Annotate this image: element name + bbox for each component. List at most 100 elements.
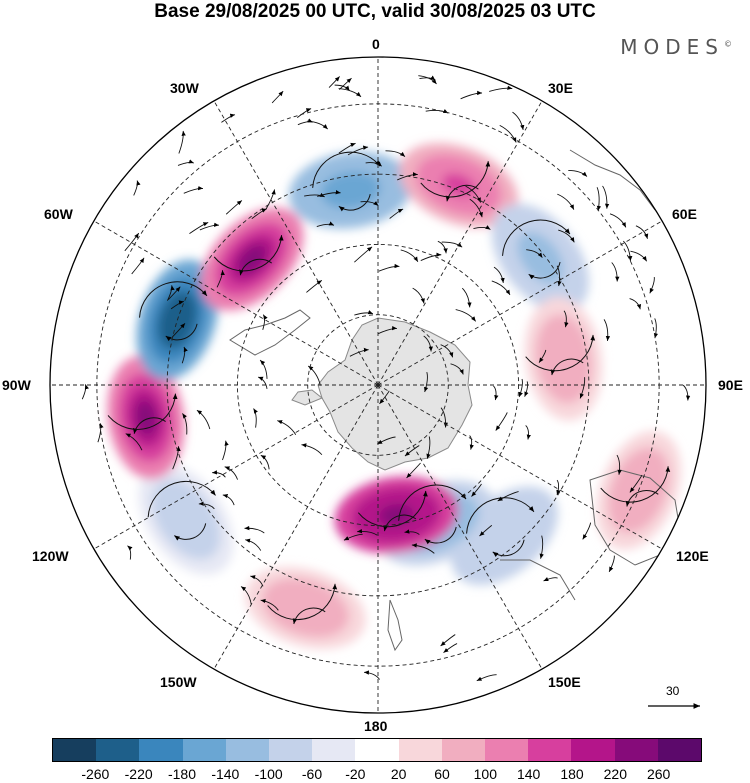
wind-streamline <box>338 193 371 212</box>
colorbar-tick-label: -60 <box>301 766 323 782</box>
wind-arrow <box>518 378 523 398</box>
map-boundary <box>49 56 707 714</box>
colorbar-swatch <box>657 739 702 761</box>
wind-arrow <box>440 407 448 428</box>
wind-arrow <box>377 436 396 445</box>
wind-streamline <box>213 235 284 272</box>
colorbar-swatch <box>528 739 572 761</box>
colorbar-tick-label: -260 <box>81 766 110 782</box>
lon-label-120w: 120W <box>32 548 69 564</box>
reference-vector-label: 30 <box>666 684 680 698</box>
anomaly-contour <box>333 179 368 201</box>
wind-arrow <box>556 479 561 496</box>
lon-label-90e: 90E <box>718 377 743 393</box>
wind-arrow <box>441 241 463 248</box>
colorbar <box>52 738 702 762</box>
anomaly-contour <box>552 341 575 377</box>
wind-streamline <box>525 334 596 372</box>
wind-arrow <box>682 384 691 401</box>
wind-arrow <box>365 161 382 167</box>
colorbar-swatch <box>182 739 226 761</box>
wind-arrow <box>424 371 429 393</box>
lon-label-30w: 30W <box>170 80 199 96</box>
wind-arrow <box>182 413 188 435</box>
wind-arrow <box>198 501 215 510</box>
wind-arrow <box>479 525 493 537</box>
meridian-line <box>93 220 379 386</box>
wind-arrow <box>297 118 313 126</box>
wind-arrow <box>181 346 188 364</box>
meridian-line <box>377 384 543 670</box>
wind-arrow <box>649 277 655 294</box>
map-title: Base 29/08/2025 00 UTC, valid 30/08/2025… <box>154 1 596 22</box>
wind-arrow <box>471 483 482 497</box>
wind-arrow <box>558 229 575 243</box>
wind-streamline <box>528 261 561 280</box>
wind-arrow <box>437 240 448 254</box>
colorbar-tick-label: 60 <box>434 766 450 782</box>
wind-arrow <box>189 222 209 235</box>
wind-arrow <box>296 108 312 118</box>
wind-arrow <box>221 113 236 123</box>
wind-arrow <box>579 377 586 399</box>
wind-arrow <box>378 325 397 335</box>
wind-arrow <box>426 436 431 459</box>
meridian-line <box>93 384 379 550</box>
wind-arrow <box>199 222 220 231</box>
wind-arrow <box>338 77 352 90</box>
wind-arrow <box>420 252 442 261</box>
wind-arrow <box>499 124 517 143</box>
wind-arrow <box>450 363 464 375</box>
new-zealand <box>387 599 403 652</box>
meridian-line <box>377 100 543 386</box>
wind-arrow <box>168 286 181 300</box>
colorbar-tick-label: 180 <box>560 766 584 782</box>
south-america <box>229 309 311 356</box>
wind-arrow <box>338 142 356 154</box>
lon-label-150w: 150W <box>160 674 197 690</box>
wind-arrow <box>630 250 648 262</box>
wind-streamline <box>420 161 491 198</box>
wind-streamline <box>139 281 208 318</box>
meridian-line <box>377 384 663 550</box>
wind-arrow <box>616 454 622 475</box>
colorbar-tick-label: 140 <box>516 766 541 782</box>
colorbar-swatch <box>398 739 442 761</box>
wind-arrow <box>245 538 262 551</box>
wind-arrow <box>364 670 381 680</box>
wind-arrow <box>469 435 474 450</box>
meridian-line <box>213 100 379 386</box>
wind-arrow <box>623 240 633 261</box>
wind-streamline <box>502 219 571 256</box>
colorbar-swatch <box>225 739 270 761</box>
anomaly-fields <box>107 142 681 649</box>
wind-streamline <box>107 393 178 430</box>
wind-arrow <box>338 88 362 98</box>
wind-arrow <box>406 462 421 479</box>
wind-arrow <box>608 555 615 573</box>
wind-arrow <box>455 309 477 322</box>
wind-arrow <box>378 263 400 272</box>
wind-arrow <box>196 409 211 430</box>
wind-arrow <box>609 213 627 228</box>
colorbar-tick-label: -100 <box>254 766 283 782</box>
wind-arrow <box>440 634 456 647</box>
wind-arrow <box>461 287 472 308</box>
lon-label-150e: 150E <box>548 674 581 690</box>
wind-arrow <box>328 76 340 88</box>
colorbar-tick-label: -140 <box>211 766 240 782</box>
wind-arrow <box>354 246 373 263</box>
wind-streamline <box>174 523 207 541</box>
africa-coast <box>569 149 656 211</box>
wind-arrow <box>629 298 642 310</box>
colorbar-swatch <box>312 739 356 761</box>
wind-arrow <box>354 310 374 316</box>
wind-arrow <box>222 493 235 506</box>
wind-arrow <box>404 445 420 457</box>
wind-arrow <box>512 111 525 131</box>
wind-streamline <box>398 484 467 521</box>
wind-streamline <box>147 480 216 518</box>
wind-arrow <box>603 319 611 341</box>
colorbar-tick-label: -180 <box>167 766 197 782</box>
colorbar-swatch <box>139 739 183 761</box>
